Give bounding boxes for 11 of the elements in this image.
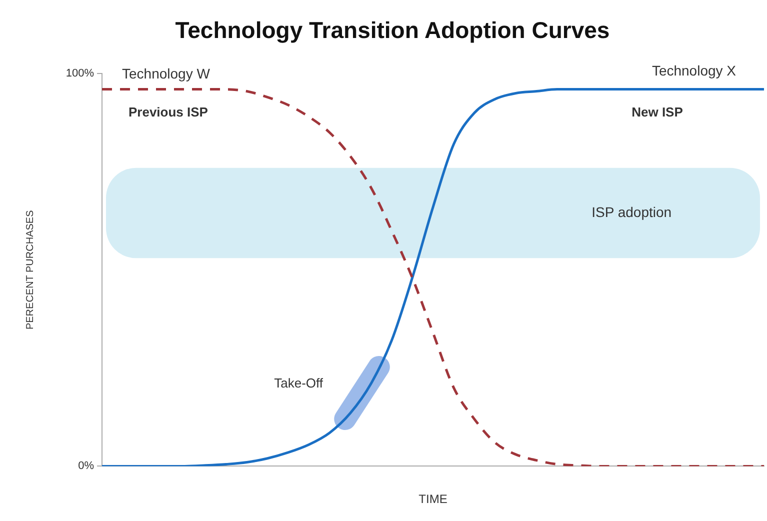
series-label: Technology W [122,65,211,82]
y-tick-label: 0% [78,460,94,472]
band-label: ISP adoption [592,204,672,220]
y-axis-title: PERECENT PURCHASES [24,210,36,330]
series-label: Technology X [652,62,737,78]
x-axis-title: TIME [418,492,448,506]
annotation: Previous ISP [128,104,208,120]
annotation: New ISP [632,104,684,120]
annotation: Take-Off [274,375,324,390]
y-tick-label: 100% [66,68,94,80]
chart-title: Technology Transition Adoption Curves [175,17,610,44]
